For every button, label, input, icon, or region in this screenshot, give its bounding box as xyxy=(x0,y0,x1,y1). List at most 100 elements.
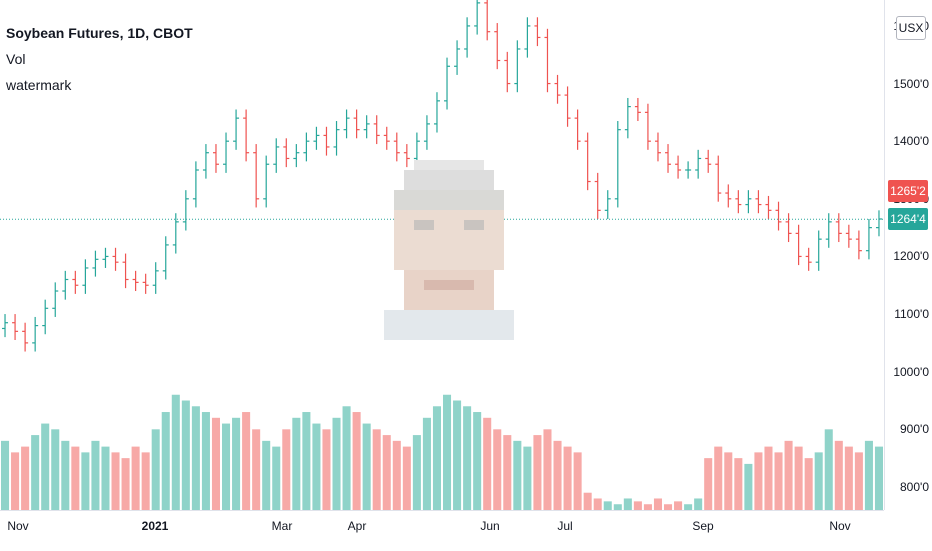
time-tick-label: Jul xyxy=(557,519,573,533)
volume-bar xyxy=(121,458,130,510)
price-bar xyxy=(524,17,531,58)
volume-bar xyxy=(382,435,391,510)
price-bar xyxy=(805,247,812,271)
symbol-title[interactable]: Soybean Futures, 1D, CBOT xyxy=(6,25,193,41)
volume-bar xyxy=(342,406,351,510)
price-bar xyxy=(223,132,230,173)
price-bar xyxy=(604,190,611,219)
price-bar xyxy=(695,149,702,179)
chart-plot[interactable] xyxy=(0,0,884,510)
time-tick-label: Nov xyxy=(829,519,851,533)
volume-bar xyxy=(493,429,502,510)
time-tick-label: Jun xyxy=(480,519,500,533)
last-price-label: 1265'2 xyxy=(888,179,928,202)
price-bar xyxy=(393,132,400,162)
volume-bar xyxy=(613,504,622,510)
price-bar xyxy=(745,190,752,214)
chart-area[interactable]: Soybean Futures, 1D, CBOT Vol watermark xyxy=(0,0,884,510)
volume-bar xyxy=(161,412,170,510)
volume-bar xyxy=(623,498,632,510)
price-bar xyxy=(92,250,99,277)
volume-bar xyxy=(242,412,251,510)
volume-bar xyxy=(794,446,803,510)
volume-bar xyxy=(141,452,150,510)
watermark-layer-label[interactable]: watermark xyxy=(6,77,72,93)
price-bar xyxy=(715,155,722,202)
price-bar xyxy=(293,144,300,168)
price-bar xyxy=(192,161,199,208)
volume-bar xyxy=(41,423,50,510)
time-axis[interactable]: Nov 2021 Mar Apr Jun Jul Sep Nov xyxy=(0,510,884,551)
price-bar xyxy=(815,230,822,271)
volume-bar xyxy=(322,429,331,510)
volume-bar xyxy=(774,452,783,510)
chart-legend: Soybean Futures, 1D, CBOT Vol watermark xyxy=(6,20,193,98)
volume-bar xyxy=(714,446,723,510)
price-bar xyxy=(423,115,430,150)
price-bar xyxy=(162,236,169,280)
price-bar xyxy=(323,126,330,156)
volume-bar xyxy=(583,492,592,510)
volume-bar xyxy=(91,440,100,510)
volume-indicator-label[interactable]: Vol xyxy=(6,51,26,67)
volume-bar xyxy=(874,446,883,510)
volume-bar xyxy=(513,440,522,510)
price-axis[interactable]: 1600'01500'01400'01300'01200'01100'01000… xyxy=(884,0,932,510)
volume-bar xyxy=(443,394,452,510)
price-bar xyxy=(785,213,792,243)
price-bar xyxy=(313,126,320,150)
price-bar xyxy=(152,262,159,294)
volume-bar xyxy=(252,429,261,510)
price-bar xyxy=(72,270,79,294)
volume-bar xyxy=(181,400,190,510)
time-tick-label: Nov xyxy=(7,519,29,533)
price-bar xyxy=(403,144,410,168)
price-bar xyxy=(594,172,601,219)
volume-bar xyxy=(503,435,512,510)
price-bar xyxy=(564,86,571,127)
volume-bar xyxy=(402,446,411,510)
price-bar xyxy=(494,23,501,70)
volume-bar xyxy=(11,452,20,510)
volume-bar xyxy=(211,417,220,510)
volume-bar xyxy=(533,435,542,510)
price-bar xyxy=(775,201,782,231)
price-bar xyxy=(343,109,350,139)
price-bar xyxy=(444,57,451,110)
price-bar xyxy=(132,270,139,292)
price-bar xyxy=(283,138,290,168)
volume-bar xyxy=(724,452,733,510)
volume-bar xyxy=(21,446,30,510)
price-bar xyxy=(353,109,360,139)
price-bar xyxy=(755,190,762,214)
volume-bar xyxy=(563,446,572,510)
price-bar xyxy=(464,17,471,58)
price-bar xyxy=(363,115,370,139)
price-bar xyxy=(202,144,209,179)
price-tick-label: 1000'0 xyxy=(893,364,929,379)
price-tick-label: 1100'0 xyxy=(894,307,929,322)
price-bar xyxy=(373,115,380,145)
volume-bar xyxy=(463,406,472,510)
volume-bar xyxy=(764,446,773,510)
volume-bar xyxy=(553,440,562,510)
price-tick-label: 800'0 xyxy=(900,479,929,494)
volume-bar xyxy=(51,429,60,510)
volume-bar xyxy=(754,452,763,510)
price-bar xyxy=(32,316,39,352)
volume-bar xyxy=(332,417,341,510)
price-bar xyxy=(634,97,641,122)
price-bar xyxy=(875,210,882,237)
volume-bar xyxy=(653,498,662,510)
volume-bar xyxy=(684,504,693,510)
watermark-image xyxy=(384,160,514,340)
price-tick-label: 1500'0 xyxy=(893,76,929,91)
price-bar xyxy=(42,299,49,335)
volume-bar xyxy=(362,423,371,510)
price-bar xyxy=(825,213,832,248)
volume-bar xyxy=(483,417,492,510)
price-bar xyxy=(22,322,29,352)
volume-bar xyxy=(81,452,90,510)
volume-bar xyxy=(201,412,210,510)
currency-button[interactable]: USX xyxy=(896,16,926,40)
